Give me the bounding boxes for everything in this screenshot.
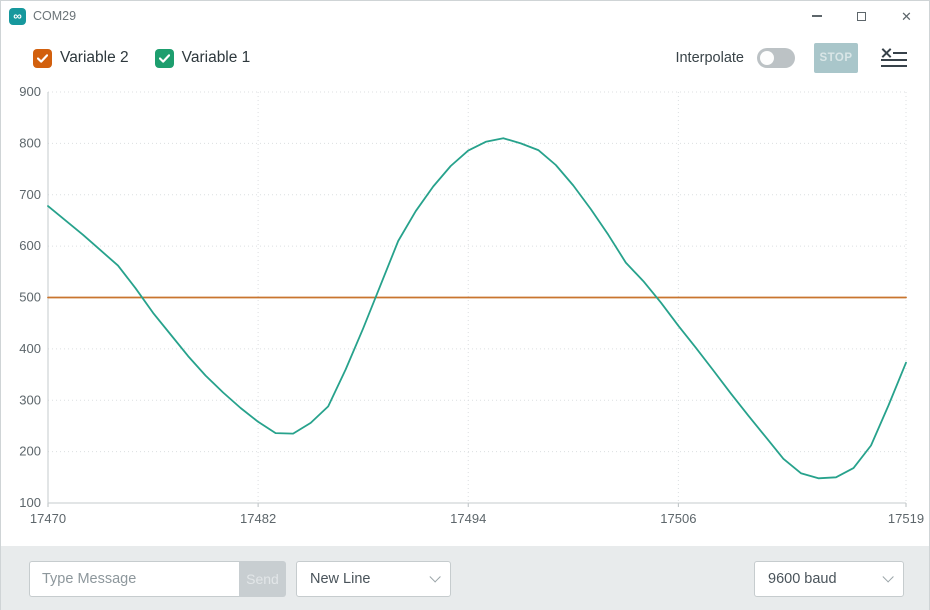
maximize-icon	[857, 11, 866, 21]
titlebar: ∞ COM29 ✕	[1, 1, 929, 31]
chevron-down-icon	[882, 570, 894, 583]
chevron-down-icon	[429, 570, 441, 583]
legend-label: Variable 2	[60, 49, 129, 66]
y-axis-tick-label: 300	[19, 392, 41, 407]
plot-area: 100 200 300 400 500 600 700 800 900 17470 17482 174…	[19, 84, 924, 526]
checkbox-1[interactable]	[33, 48, 52, 68]
y-axis-tick-label: 400	[19, 341, 41, 356]
line-ending-value: New Line	[310, 570, 371, 587]
minimize-icon	[811, 15, 822, 17]
x-axis-tick-label: 17482	[240, 511, 276, 526]
toggle-knob	[760, 51, 774, 65]
line-ending-select[interactable]: New Line	[296, 560, 451, 597]
y-axis-tick-label: 700	[19, 187, 41, 202]
clear-chart-button[interactable]	[881, 48, 907, 68]
y-axis-tick-label: 800	[19, 135, 41, 150]
window-title: COM29	[33, 9, 77, 23]
y-axis-tick-label: 900	[19, 84, 41, 99]
minimize-button[interactable]	[794, 1, 839, 31]
legend: Variable 2 Variable 1	[1, 48, 251, 68]
legend-item-variable-1[interactable]: Variable 1	[154, 48, 251, 68]
clear-chart-icon	[881, 48, 907, 67]
stop-button[interactable]: STOP	[814, 43, 858, 73]
close-button[interactable]: ✕	[884, 1, 929, 31]
legend-label: Variable 1	[181, 49, 251, 66]
maximize-button[interactable]	[839, 1, 884, 31]
x-axis-tick-label: 17519	[888, 511, 924, 526]
x-axis-tick-label: 17506	[660, 511, 696, 526]
legend-item-variable-2[interactable]: Variable 2	[33, 48, 129, 68]
arduino-logo-icon: ∞	[9, 7, 26, 25]
message-input[interactable]	[29, 560, 239, 597]
send-button[interactable]: Send	[239, 560, 286, 597]
toolbar: Variable 2 Variable 1 Interpolate STOP	[1, 41, 929, 75]
baud-rate-select[interactable]: 9600 baud	[754, 560, 904, 597]
series-line-variable-1	[47, 137, 907, 480]
baud-rate-value: 9600 baud	[768, 570, 837, 587]
y-axis-tick-label: 100	[19, 495, 41, 510]
bottom-bar: Send New Line 9600 baud	[1, 546, 929, 610]
interpolate-toggle[interactable]	[757, 48, 795, 68]
x-axis-tick-label: 17494	[450, 511, 486, 526]
y-axis-tick-label: 200	[19, 444, 41, 459]
y-axis-tick-label: 600	[19, 238, 41, 253]
checkbox-2[interactable]	[154, 48, 174, 68]
close-icon: ✕	[901, 8, 912, 24]
interpolate-label: Interpolate	[675, 50, 744, 66]
y-axis-tick-label: 500	[19, 290, 41, 305]
x-axis-tick-label: 17470	[30, 511, 66, 526]
